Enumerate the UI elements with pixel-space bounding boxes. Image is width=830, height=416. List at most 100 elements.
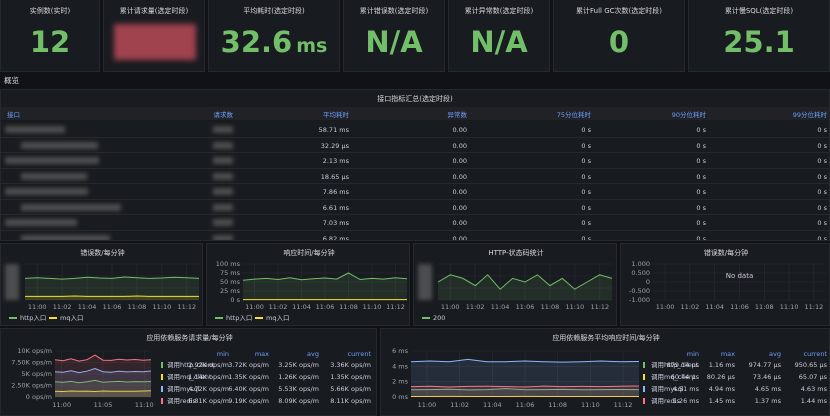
- table-cell: 0 s: [696, 234, 706, 241]
- x-tick-label: 11:00: [28, 303, 47, 311]
- chart-panel: 错误数/每分钟 11:00 11:02 11:04 11:06 11:08 11:10 11:…: [0, 243, 203, 326]
- table-cell: 0 s: [581, 203, 591, 212]
- legend-stat: 65.07 µs: [799, 373, 828, 381]
- legend-stat: 4.63 ms: [801, 385, 828, 393]
- x-tick-label: 11:12: [590, 303, 609, 311]
- y-tick-label: 7.50K ops/m: [11, 359, 52, 367]
- legend-stat: 1.37 ms: [755, 397, 782, 405]
- x-tick-label: 11:10: [566, 303, 585, 311]
- no-data: No data: [726, 272, 754, 280]
- chart-title: 错误数/每分钟: [80, 248, 124, 257]
- blurred-cell: [5, 157, 99, 164]
- x-tick-label: 11:06: [516, 303, 535, 311]
- stat-value: 32.6 ms: [209, 22, 339, 66]
- legend-header: current: [804, 350, 828, 358]
- legend-stat: 9.19K ops/m: [228, 397, 269, 405]
- table-cell: 0 s: [696, 188, 706, 196]
- y-tick-label: 0 ms: [392, 393, 409, 401]
- y-tick-label: 5K ops/m: [22, 370, 52, 378]
- table-title: 接口指标汇总(选定时段): [377, 95, 453, 103]
- legend-name: 调用redis: [167, 396, 196, 405]
- table-cell: 7.86 ms: [322, 188, 349, 196]
- x-tick-label: 11:06: [516, 401, 535, 409]
- row-title: 概览: [4, 76, 19, 85]
- legend-name: 调用mysql: [651, 384, 684, 393]
- blurred-cell: [213, 172, 233, 180]
- table-cell: 0 s: [581, 157, 591, 165]
- column-header: 异常数: [447, 111, 468, 119]
- x-tick-label: 11:08: [339, 303, 358, 311]
- stat-number: 25.1: [723, 25, 795, 59]
- legend-swatch: [161, 374, 163, 380]
- chart-panel: 应用依赖服务平均响应时间/每分钟 0 ms 2 ms 4 ms 6 ms 11:00 11:…: [380, 328, 830, 416]
- blurred-cell: [21, 203, 121, 211]
- stat-title: 累计请求量(选定时段): [119, 7, 189, 15]
- x-tick-label: 11:10: [780, 303, 799, 311]
- table-cell: 0 s: [581, 219, 591, 227]
- table-cell: 2.13 ms: [322, 157, 349, 165]
- legend-stat: 8.09K ops/m: [278, 397, 319, 405]
- legend-stat: 3.25K ops/m: [278, 361, 319, 369]
- y-tick-label: 50 ms: [220, 278, 241, 286]
- table-header: 接口 请求数 平均耗时 异常数 75分位耗时 90分位耗时 99分位耗时: [1, 107, 829, 120]
- legend-swatch: [643, 386, 645, 392]
- x-tick-label: 11:12: [614, 401, 633, 409]
- y-tick-label: 25 ms: [220, 287, 241, 295]
- x-tick-label: 11:04: [491, 303, 510, 311]
- table-cell: 0 s: [581, 234, 591, 241]
- chart-title: HTTP-状态码统计: [488, 248, 543, 257]
- blurred-cell: [213, 188, 233, 195]
- legend-stat: 1.45 ms: [709, 397, 736, 405]
- y-tick-label: 0 ops/m: [26, 393, 52, 401]
- x-tick-label: 11:02: [269, 303, 288, 311]
- legend-name: mq入口: [60, 314, 83, 322]
- series-area: [55, 380, 151, 397]
- x-tick-label: 11:00: [245, 303, 264, 311]
- stat-value: 0: [554, 22, 684, 62]
- legend-stat: 1.14K ops/m: [188, 373, 229, 381]
- legend-swatch: [161, 398, 163, 404]
- legend-header: max: [255, 350, 269, 358]
- legend-name: 调用http_client: [167, 360, 215, 369]
- series-line: [410, 358, 640, 363]
- column-header: 请求数: [213, 111, 234, 119]
- stat-value: N/A: [344, 22, 444, 62]
- y-tick-label: 4 ms: [392, 362, 409, 370]
- blurred-axis: [418, 264, 432, 300]
- table-cell: 7.03 ms: [322, 219, 349, 227]
- column-header: 平均耗时: [323, 111, 349, 119]
- series-line: [437, 274, 613, 290]
- series-line: [54, 390, 152, 393]
- blurred-cell: [213, 157, 233, 164]
- legend-swatch: [643, 362, 645, 368]
- legend-name: 调用http_client: [651, 360, 699, 369]
- legend-header: min: [687, 350, 699, 358]
- table-cell: 0 s: [581, 188, 591, 196]
- table-cell: 0 s: [696, 203, 706, 212]
- x-tick-label: 11:08: [128, 303, 147, 311]
- stat-value: 25.1: [689, 22, 829, 62]
- y-tick-label: 0.500: [631, 269, 650, 277]
- blurred-cell: [213, 234, 233, 240]
- x-tick-label: 11:04: [483, 401, 502, 409]
- legend-header: avg: [307, 350, 319, 358]
- stat-panel: 累计错误数(选定时段) N/A: [343, 0, 445, 72]
- chart-panel: 响应时间/每分钟 0 s 25 ms 50 ms 75 ms 100 ms 11:00 11:…: [206, 243, 410, 326]
- x-tick-label: 11:02: [681, 303, 700, 311]
- legend-stat: 4.51 ms: [673, 385, 700, 393]
- legend-stat: 5.53K ops/m: [278, 385, 319, 393]
- stat-number: 0: [608, 25, 630, 59]
- blurred-cell: [5, 126, 65, 133]
- y-tick-label: 0: [646, 278, 650, 286]
- legend-stat: 60.44 µs: [671, 373, 700, 381]
- legend-stat: 8.11K ops/m: [330, 397, 371, 405]
- stat-panel: 平均耗时(选定时段) 32.6 ms: [208, 0, 340, 72]
- table-row: 32.29 µs 0.00 0 s 0 s 0 s: [1, 138, 829, 153]
- table-row: 2.13 ms 0.00 0 s 0 s 0 s: [1, 153, 829, 169]
- legend-stat: 3.72K ops/m: [228, 361, 269, 369]
- x-tick-label: 11:10: [153, 303, 172, 311]
- legend-stat: 80.26 µs: [707, 373, 736, 381]
- chart: 错误数/每分钟 11:00 11:02 11:04 11:06 11:08 11:10 11:…: [9, 248, 200, 322]
- table-row: 58.71 ms 0.00 0 s 0 s 0 s: [1, 122, 829, 138]
